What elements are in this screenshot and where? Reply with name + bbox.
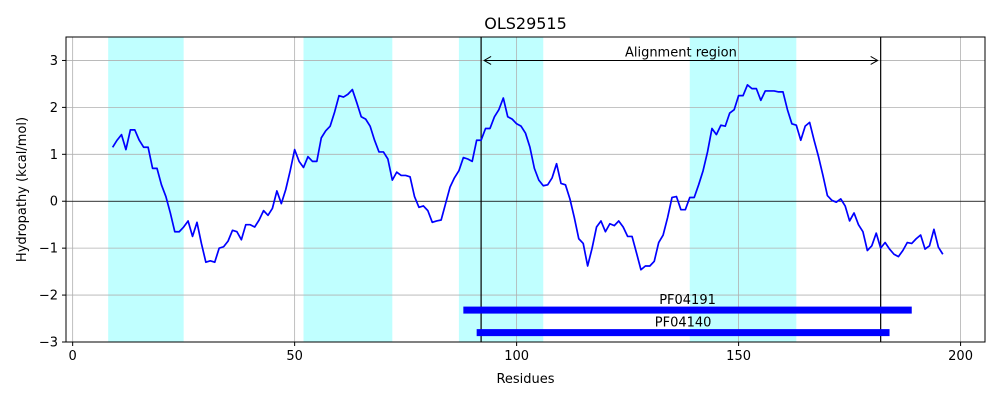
x-tick-label: 150 [726,349,751,364]
domain-bar-2 [476,329,890,337]
domain-bar-1 [463,306,912,314]
alignment-region-label: Alignment region [625,45,737,60]
hydrophobic-regions [108,37,797,342]
y-axis-ticks: −3 −2 −1 0 1 2 3 [39,54,66,351]
alignment-boundaries [480,37,882,342]
y-tick-label: 2 [50,101,58,116]
y-tick-label: 0 [50,195,58,210]
x-axis-label: Residues [496,372,554,387]
domain-label-1: PF04191 [659,293,716,308]
domain-bars: PF04191 PF04140 [463,293,912,337]
x-tick-label: 100 [504,349,529,364]
domain-label-2: PF04140 [655,316,712,331]
y-tick-label: −1 [39,242,58,257]
alignment-arrow-head-right [870,56,879,65]
hydrophobic-region-1 [108,37,184,342]
x-tick-label: 200 [948,349,973,364]
alignment-arrow [483,56,879,65]
y-tick-label: −3 [39,336,58,351]
hydrophobic-region-4 [689,37,797,342]
hydrophobic-region-2 [303,37,393,342]
x-axis-ticks: 0 50 100 150 200 [69,342,973,364]
y-tick-label: 1 [50,148,58,163]
hydrophobic-region-3 [458,37,544,342]
hydropathy-series-line [111,84,944,271]
y-tick-label: −2 [39,289,58,304]
y-axis-label: Hydropathy (kcal/mol) [15,117,30,262]
chart-title: OLS29515 [484,14,567,33]
y-tick-label: 3 [50,54,58,69]
alignment-arrow-head-left [483,56,492,65]
x-tick-label: 0 [69,349,77,364]
plot-frame [65,36,986,343]
x-tick-label: 50 [286,349,303,364]
